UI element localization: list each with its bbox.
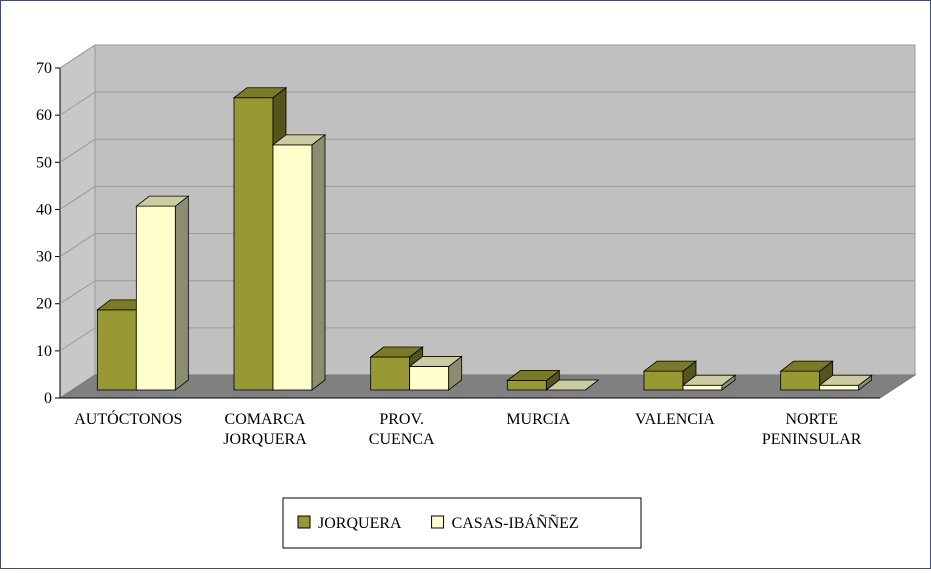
bar-front — [506, 380, 547, 391]
bar-front — [819, 384, 860, 391]
bar-top — [408, 356, 463, 367]
bar-top — [369, 346, 424, 358]
bar-top — [271, 134, 327, 146]
bar-top — [232, 87, 288, 99]
bar-side — [311, 134, 326, 391]
grid-line — [59, 138, 915, 163]
x-tick-label: NORTE PENINSULAR — [762, 411, 862, 448]
bar-front — [643, 370, 684, 391]
x-tick-label-line: JORQUERA — [223, 431, 307, 448]
grid-line — [59, 44, 915, 69]
bar-front — [409, 366, 450, 391]
x-tick-label: VALENCIA — [635, 411, 715, 428]
bar — [271, 134, 327, 391]
x-tick-label: PROV. CUENCA — [369, 411, 435, 448]
bar-front — [135, 205, 176, 391]
bar-front — [682, 384, 723, 391]
legend-label: CASAS-IBÁÑÑEZ — [452, 513, 579, 532]
bar — [506, 369, 561, 391]
bar-front — [370, 356, 411, 391]
bar-top — [545, 379, 600, 391]
x-tick-label-line: MURCIA — [506, 411, 570, 428]
bar-side — [174, 195, 189, 391]
x-tick-label-line: NORTE — [785, 411, 837, 428]
x-tick-label-line: PENINSULAR — [762, 431, 862, 448]
bar-top — [506, 370, 561, 381]
x-tick-label: COMARCA JORQUERA — [223, 411, 307, 448]
bar-top — [818, 374, 873, 386]
side-wall — [59, 44, 96, 399]
bar-front — [272, 144, 313, 391]
bar-front — [96, 309, 137, 391]
y-tick-label: 40 — [36, 201, 52, 218]
grid-line — [59, 185, 915, 210]
grid-line — [59, 91, 915, 116]
bar-front — [233, 97, 274, 391]
x-tick-label-line: CUENCA — [369, 431, 435, 448]
grid-line — [59, 233, 915, 257]
y-tick-label: 70 — [36, 60, 52, 77]
legend-swatch — [431, 515, 445, 529]
y-tick-label: 0 — [44, 390, 52, 407]
x-tick-label-line: COMARCA — [225, 411, 306, 428]
bar-top — [135, 195, 190, 207]
bar-top — [681, 374, 737, 386]
bar — [818, 374, 873, 391]
legend-box — [282, 497, 642, 549]
y-tick-label: 20 — [36, 296, 52, 313]
bar — [681, 374, 737, 391]
grid-line — [59, 280, 915, 305]
grid-line — [59, 327, 915, 352]
x-tick-label-line: AUTÓCTONOS — [74, 409, 182, 428]
x-tick-label: MURCIA — [506, 411, 570, 428]
bar — [545, 379, 600, 391]
legend-label: JORQUERA — [318, 515, 402, 532]
y-tick-label: 50 — [36, 154, 52, 171]
bar-front — [780, 370, 821, 391]
y-tick-label: 30 — [36, 249, 52, 266]
y-tick-label: 10 — [36, 343, 52, 360]
back-wall — [94, 44, 916, 376]
legend-swatch — [297, 515, 311, 529]
y-tick-label: 60 — [36, 107, 52, 124]
bar — [408, 355, 463, 391]
x-tick-label-line: PROV. — [379, 411, 424, 428]
bar-top — [642, 360, 698, 372]
bar — [135, 195, 190, 391]
x-tick-label: AUTÓCTONOS — [74, 409, 182, 428]
bar-top — [779, 360, 834, 372]
x-tick-label-line: VALENCIA — [635, 411, 715, 428]
